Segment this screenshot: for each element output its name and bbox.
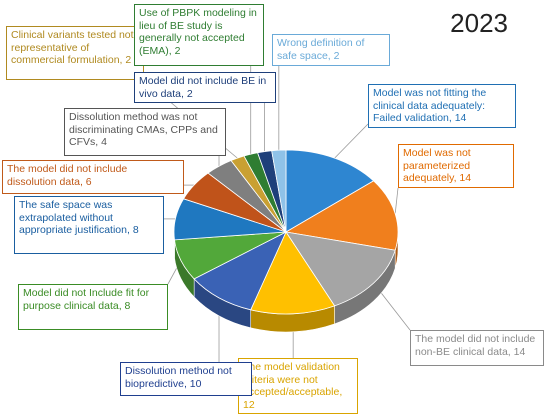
slice-label-8: Dissolution method was not discriminatin…: [64, 108, 226, 156]
slice-label-12: Wrong definition of safe space, 2: [272, 34, 390, 66]
pie-slice-1: [284, 180, 399, 251]
pie-slice-2: [285, 231, 396, 307]
pie-slice-12: [271, 149, 287, 233]
slice-label-3: The model validation criteria were not a…: [238, 358, 358, 414]
pie-slice-0: [285, 149, 375, 233]
slice-label-4: Dissolution method not biopredictive, 10: [120, 362, 252, 396]
slice-label-6: The safe space was extrapolated without …: [14, 196, 164, 254]
slice-label-7: The model did not include dissolution da…: [2, 160, 184, 194]
slice-label-10: Use of PBPK modeling in lieu of BE study…: [134, 4, 264, 66]
slice-label-11: Model did not include BE in vivo data, 2: [134, 72, 276, 103]
slice-label-0: Model was not fitting the clinical data …: [368, 84, 516, 128]
leader-line-0: [334, 123, 369, 159]
slice-label-9: Clinical variants tested not representat…: [6, 26, 144, 80]
pie-slice-4: [193, 231, 287, 311]
slice-label-1: Model was not parameterized adequately, …: [398, 144, 514, 188]
leader-line-1: [394, 187, 399, 214]
slice-label-5: Model did not Include fit for purpose cl…: [18, 284, 168, 330]
chart-year-title: 2023: [450, 8, 508, 38]
pie-slice-3: [250, 231, 336, 315]
slice-label-2: The model did not include non-BE clinica…: [410, 330, 544, 366]
